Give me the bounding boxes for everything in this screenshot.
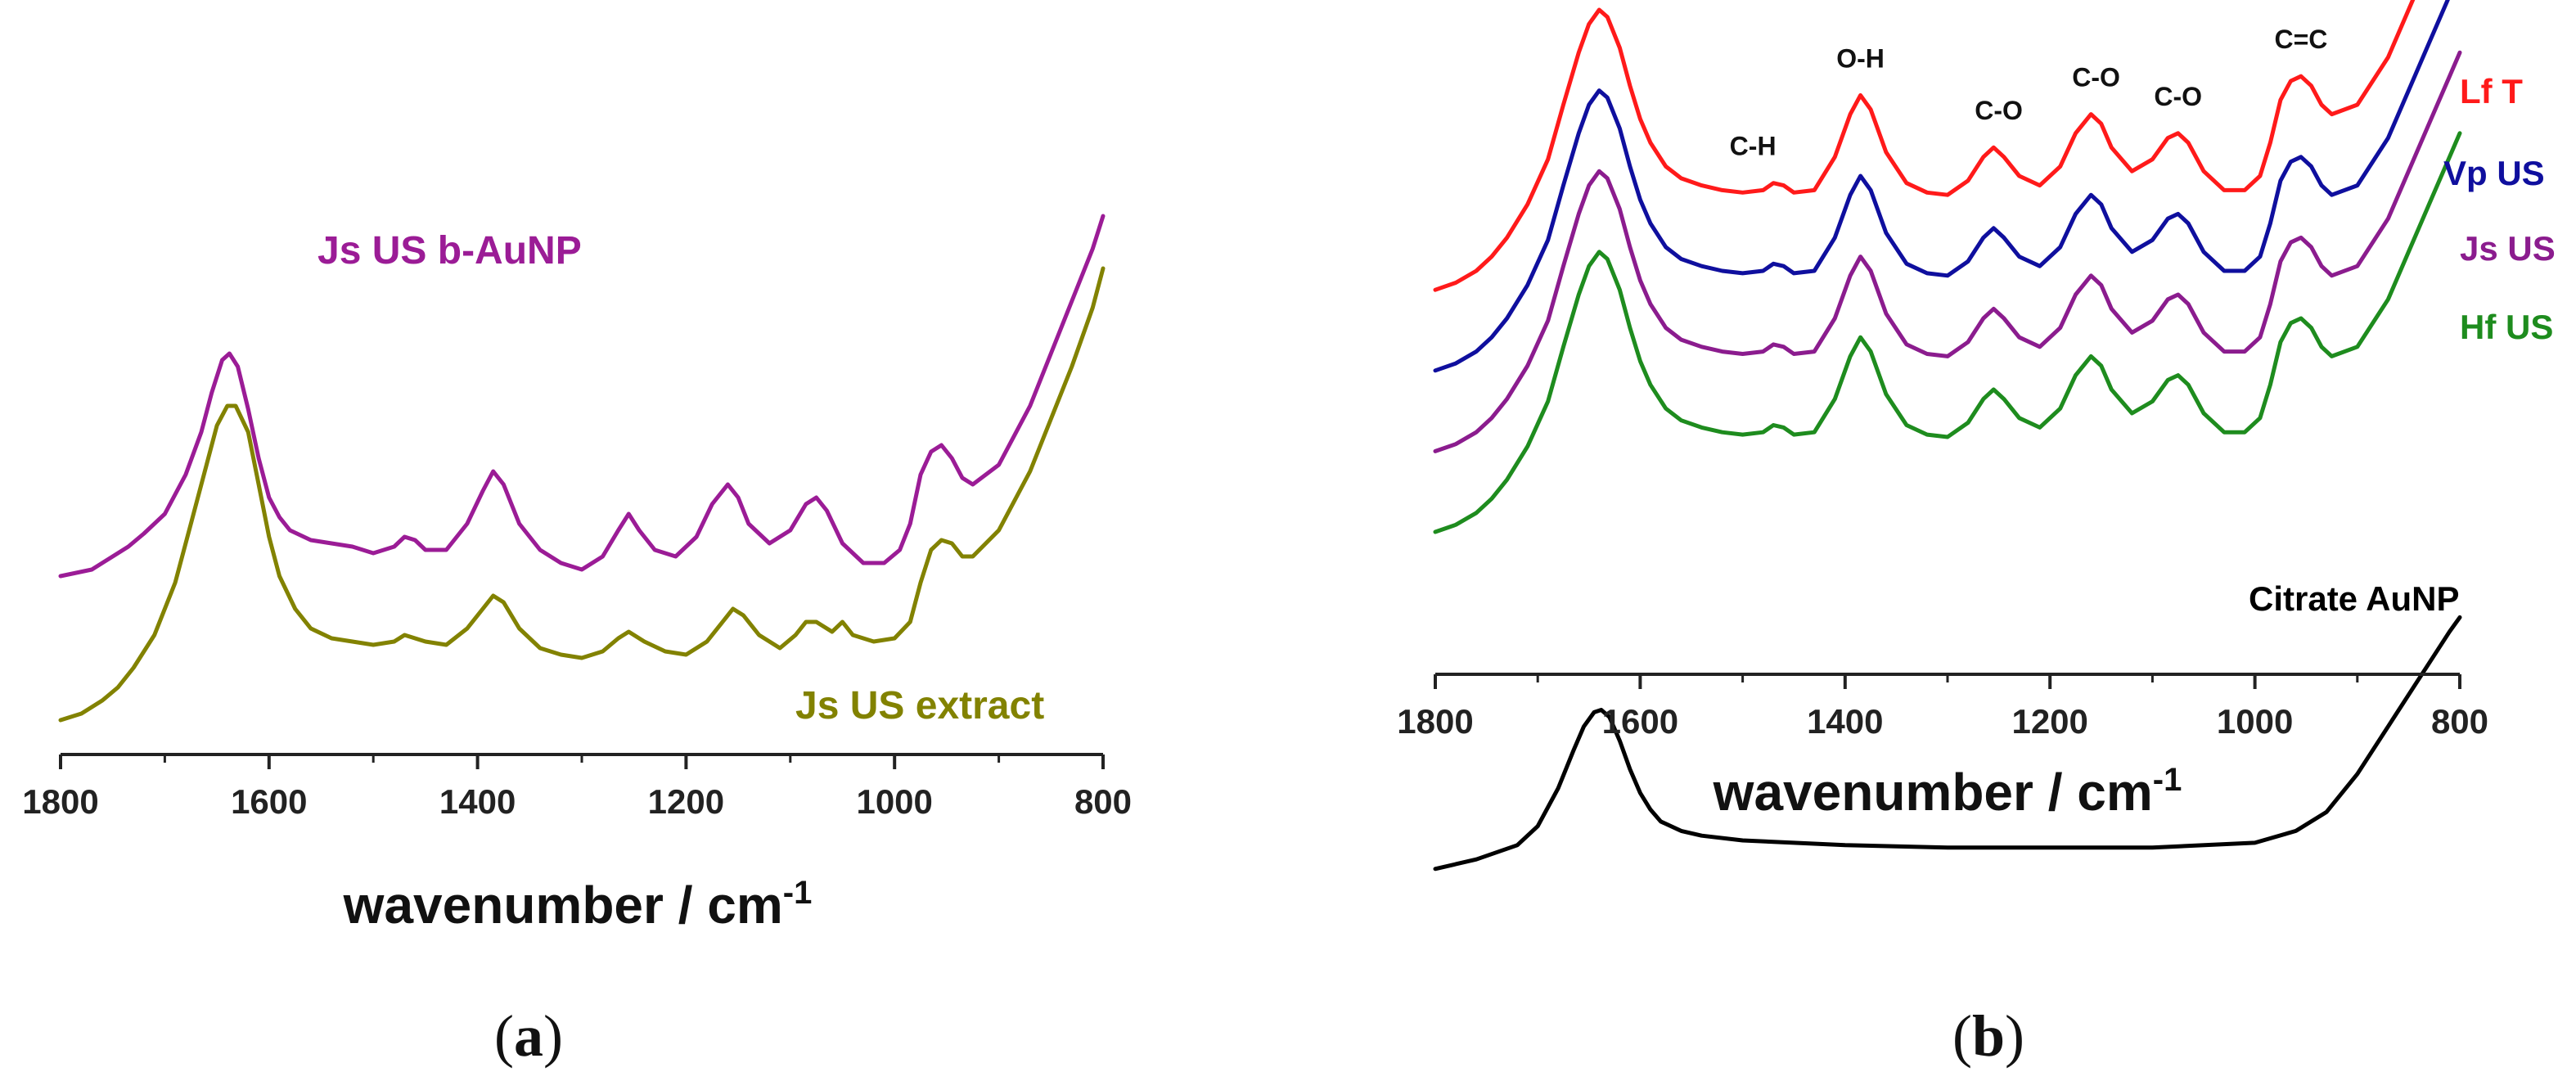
xtick-label-a-1800: 1800 <box>22 782 98 821</box>
axis-a-title-sup: -1 <box>783 875 813 911</box>
xtick-label-a-1600: 1600 <box>231 782 307 821</box>
legend-a-extract: Js US extract <box>795 684 1044 727</box>
axis-b-title-sup: -1 <box>2153 762 2182 798</box>
panel-label-b: (b) <box>1952 1003 2024 1069</box>
series-a-js-us-extract <box>58 266 1106 723</box>
plot-a-series <box>58 214 1106 723</box>
xtick-label-b-1000: 1000 <box>2217 702 2293 741</box>
xtick-label-a-800: 800 <box>1074 782 1132 821</box>
series-b-citrate-aunp <box>1433 615 2462 872</box>
legend-b-js: Js US <box>2460 229 2556 268</box>
peak-label-c-h-1: C-H <box>1730 132 1777 161</box>
legend-b-vp: Vp US <box>2443 154 2545 192</box>
series-b-lf-t <box>1433 0 2416 292</box>
series-b-hf-us <box>1433 131 2462 534</box>
peak-annotations: C=OC-HO-HC-OC-OC-OC=C <box>1730 25 2328 161</box>
series-b-js-us <box>1433 50 2462 453</box>
axis-b-title: wavenumber / cm-1 <box>1713 762 2182 822</box>
legend-a-bauNP: Js US b-AuNP <box>317 229 582 272</box>
peak-label-c-o-3: C-O <box>1975 96 2023 125</box>
plot-b-series <box>1433 0 2462 872</box>
legend-b-hf: Hf US <box>2460 308 2553 346</box>
axis-b-ticks: 1800 1600 1400 1200 1000 800 <box>1397 674 2488 741</box>
panel-a: 1800 1600 1400 1200 1000 800 Js US b-AuNP Js … <box>22 214 1132 1069</box>
peak-label-c-o-4: C-O <box>2072 63 2120 92</box>
panel-label-b-letter: b <box>1972 1003 2005 1069</box>
peak-label-c-c-6: C=C <box>2274 25 2327 54</box>
axis-b-title-main: wavenumber / cm <box>1713 763 2153 822</box>
peak-label-c-o-5: C-O <box>2154 82 2202 111</box>
axis-a-ticks: 1800 1600 1400 1200 1000 800 <box>22 754 1132 821</box>
xtick-label-a-1200: 1200 <box>648 782 724 821</box>
axis-a-title: wavenumber / cm-1 <box>343 875 813 935</box>
xtick-label-a-1400: 1400 <box>439 782 516 821</box>
xtick-label-b-1800: 1800 <box>1397 702 1473 741</box>
axis-a-title-main: wavenumber / cm <box>343 876 783 935</box>
legend-b-lf: Lf T <box>2460 72 2523 110</box>
xtick-label-b-1600: 1600 <box>1602 702 1678 741</box>
peak-label-o-h-2: O-H <box>1836 43 1885 73</box>
panel-label-a: (a) <box>494 1003 563 1069</box>
xtick-label-a-1000: 1000 <box>856 782 932 821</box>
xtick-label-b-1200: 1200 <box>2011 702 2087 741</box>
series-b-vp-us <box>1433 0 2450 373</box>
legend-b-citrate: Citrate AuNP <box>2249 579 2459 618</box>
series-a-js-us-b-aunp <box>58 214 1106 579</box>
xtick-label-b-800: 800 <box>2431 702 2488 741</box>
xtick-label-b-1400: 1400 <box>1807 702 1883 741</box>
panel-label-a-letter: a <box>514 1003 543 1069</box>
